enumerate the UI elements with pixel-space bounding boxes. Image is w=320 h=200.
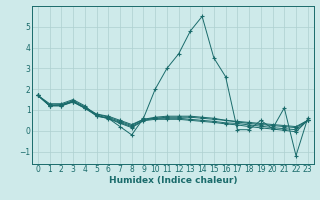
X-axis label: Humidex (Indice chaleur): Humidex (Indice chaleur) <box>108 176 237 185</box>
